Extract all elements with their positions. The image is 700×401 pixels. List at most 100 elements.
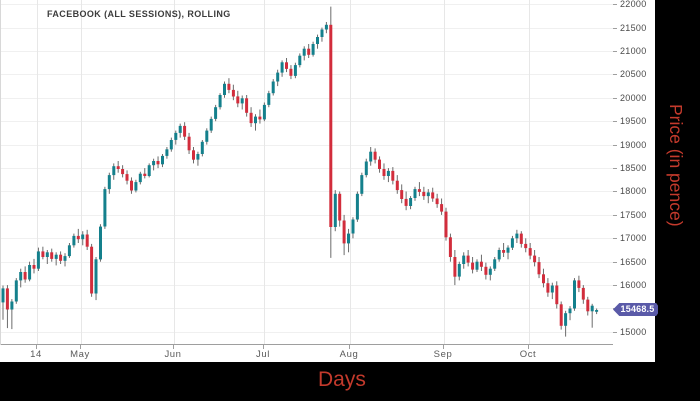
time-axis-title: Days <box>318 368 366 391</box>
candle-body <box>351 219 355 234</box>
candle-body <box>347 233 350 244</box>
candle-body <box>240 98 244 104</box>
x-tick-label: Jul <box>256 349 270 360</box>
y-tick-label: 16500 <box>620 257 647 267</box>
candle-body <box>435 198 439 205</box>
candle-body <box>338 193 342 221</box>
candle-body <box>200 141 204 154</box>
candle-body <box>581 287 585 300</box>
candle-body <box>502 250 506 253</box>
candle-body <box>559 304 563 326</box>
y-tick-label: 17000 <box>620 233 647 243</box>
candle-body <box>245 98 249 113</box>
candle-body <box>236 96 240 104</box>
candle-body <box>453 257 457 277</box>
x-tick-mark <box>528 345 529 349</box>
candle-body <box>169 140 173 150</box>
candle-body <box>329 24 333 227</box>
price-axis-title: Price (in pence) <box>666 104 686 227</box>
candle-body <box>254 116 257 124</box>
candle-body <box>81 234 85 240</box>
candle-body <box>506 247 510 253</box>
x-tick-mark <box>80 345 81 349</box>
y-tick-mark <box>613 74 617 75</box>
candle-body <box>515 233 519 239</box>
candle-body <box>103 189 107 227</box>
x-tick-mark <box>349 345 350 349</box>
candle-body <box>205 130 209 142</box>
candle-body <box>391 170 395 181</box>
candle-body <box>285 62 288 69</box>
candle-body <box>342 220 346 244</box>
chart-title: FACEBOOK (ALL SESSIONS), ROLLING <box>47 9 231 19</box>
candle-body <box>90 246 94 294</box>
candle-body <box>298 55 302 66</box>
candle-body <box>395 180 399 191</box>
candle-body <box>302 48 306 56</box>
y-tick-mark <box>613 28 617 29</box>
candle-body <box>466 255 470 263</box>
candle-body <box>386 170 390 176</box>
candlestick-chart-area[interactable] <box>0 0 614 345</box>
candle-body <box>54 254 58 259</box>
y-tick-label: 19500 <box>620 116 647 126</box>
candle-body <box>510 238 514 248</box>
candle-body <box>99 226 102 260</box>
x-tick-label: 14 <box>30 349 42 360</box>
candle-body <box>134 182 138 191</box>
y-tick-mark <box>613 98 617 99</box>
candle-body <box>577 280 581 288</box>
candle-body <box>448 237 452 257</box>
candle-body <box>187 136 191 151</box>
y-tick-mark <box>613 168 617 169</box>
candle-body <box>45 252 49 257</box>
candle-body <box>440 204 444 212</box>
candle-body <box>112 166 116 176</box>
candle-body <box>258 116 262 120</box>
candle-body <box>528 248 532 256</box>
y-tick-label: 20000 <box>620 93 647 103</box>
time-axis[interactable]: 14 May Jun Jul Aug Sep Oct <box>0 345 613 362</box>
candle-body <box>369 151 373 162</box>
y-tick-label: 21500 <box>620 23 647 33</box>
x-tick-label: Oct <box>519 349 537 360</box>
candle-body <box>364 161 368 176</box>
y-tick-label: 18000 <box>620 186 647 196</box>
last-price-tag: 15468.5 <box>613 303 658 316</box>
candle-body <box>324 24 328 30</box>
candle-body <box>267 93 271 105</box>
candle-body <box>223 83 226 95</box>
y-tick-mark <box>613 285 617 286</box>
candle-body <box>333 193 337 227</box>
candle-body <box>178 125 182 133</box>
y-tick-mark <box>613 332 617 333</box>
x-tick-mark <box>173 345 174 349</box>
candle-body <box>524 243 528 249</box>
x-tick-label: May <box>70 349 90 360</box>
candle-body <box>373 151 377 160</box>
candle-body <box>307 48 311 55</box>
candle-body <box>1 288 5 303</box>
candle-body <box>214 107 218 119</box>
candle-body <box>590 305 594 312</box>
candle-body <box>479 261 483 267</box>
x-tick-label: Jun <box>164 349 182 360</box>
candle-body <box>360 175 364 194</box>
y-tick-label: 17500 <box>620 210 647 220</box>
candle-body <box>32 265 36 269</box>
y-tick-mark <box>613 121 617 122</box>
candle-body <box>143 173 147 176</box>
candle-body <box>413 189 417 198</box>
candle-body <box>533 255 537 263</box>
candle-body <box>152 161 156 166</box>
candle-body <box>431 192 435 199</box>
price-axis-title-band: Price (in pence) <box>655 0 700 401</box>
y-tick-label: 19000 <box>620 140 647 150</box>
time-axis-title-band: Days <box>0 362 655 401</box>
candle-body <box>471 262 475 270</box>
candle-body <box>568 308 572 314</box>
candle-body <box>289 68 293 76</box>
y-tick-label: 18500 <box>620 163 647 173</box>
candle-body <box>85 234 89 247</box>
